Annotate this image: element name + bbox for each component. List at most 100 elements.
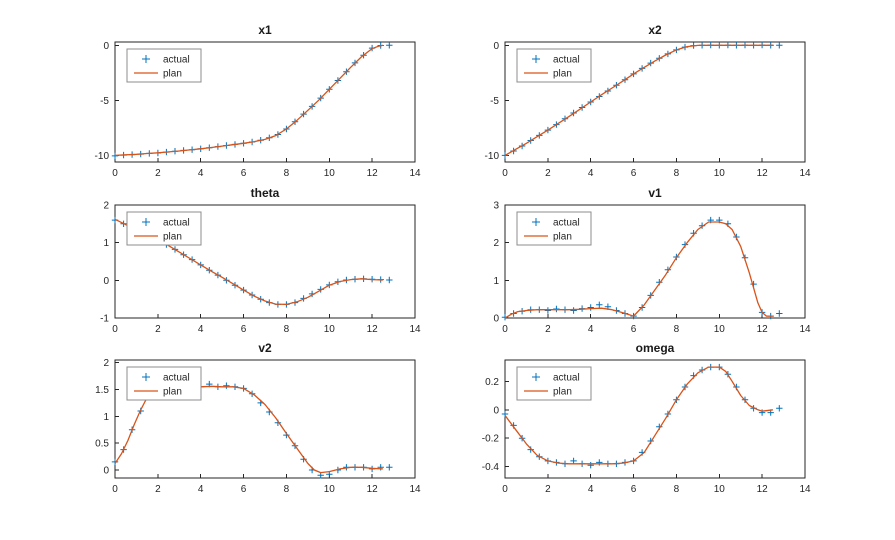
x-tick-label: 14 — [799, 324, 811, 335]
y-tick-label: 0.2 — [485, 377, 499, 388]
legend-label-plan: plan — [553, 232, 572, 243]
plot-canvas-x2: 0 2 4 6 8 10 12 14 -10 -5 0 actual plan — [485, 41, 811, 179]
subplot-theta: theta 0 2 4 6 8 10 12 14 -1 0 1 2 actual plan — [65, 183, 425, 340]
plot-title-v2: v2 — [258, 341, 272, 355]
x-tick-label: 14 — [409, 484, 421, 495]
legend-label-actual: actual — [553, 218, 580, 229]
x-tick-label: 2 — [155, 168, 161, 179]
y-tick-label: 0.5 — [95, 439, 109, 450]
legend-label-actual: actual — [553, 55, 580, 66]
plot-title-x1: x1 — [258, 23, 272, 37]
y-tick-label: 1.5 — [95, 385, 109, 396]
x-tick-label: 6 — [241, 324, 247, 335]
subplot-v1: v1 0 2 4 6 8 10 12 14 0 1 2 3 actual plan — [455, 183, 815, 340]
axes-box — [504, 359, 806, 479]
legend-box — [516, 366, 592, 401]
legend-label-actual: actual — [163, 218, 190, 229]
legend-actual-marker-icon — [142, 55, 150, 63]
y-tick-label: 2 — [103, 358, 109, 369]
axes-box — [114, 359, 416, 479]
x-tick-label: 14 — [409, 324, 421, 335]
subplot-x1: x1 0 2 4 6 8 10 12 14 -10 -5 0 actual plan — [65, 20, 425, 184]
x-tick-label: 4 — [588, 484, 594, 495]
x-tick-label: 2 — [155, 324, 161, 335]
y-tick-label: 3 — [493, 201, 499, 212]
x-tick-label: 14 — [799, 168, 811, 179]
x-tick-label: 8 — [674, 324, 680, 335]
x-tick-label: 4 — [198, 324, 204, 335]
y-tick-label: -1 — [100, 314, 109, 325]
y-tick-label: 0 — [493, 405, 499, 416]
plan-line — [114, 44, 384, 157]
x-tick-label: 6 — [631, 168, 637, 179]
y-tick-label: 0 — [103, 276, 109, 287]
legend-box — [126, 366, 202, 401]
y-tick-label: 0 — [493, 314, 499, 325]
legend-label-plan: plan — [553, 387, 572, 398]
subplot-v2: v2 0 2 4 6 8 10 12 14 0 0.5 1 1.5 2 actual plan — [65, 338, 425, 500]
y-tick-label: 2 — [493, 238, 499, 249]
x-tick-label: 4 — [198, 168, 204, 179]
legend-label-actual: actual — [553, 373, 580, 384]
legend-box — [516, 48, 592, 83]
y-tick-label: 2 — [103, 201, 109, 212]
legend-actual-marker-icon — [142, 373, 150, 381]
y-tick-label: -0.4 — [482, 462, 500, 473]
legend-actual-marker-icon — [532, 55, 540, 63]
x-tick-label: 10 — [324, 484, 336, 495]
x-tick-label: 14 — [799, 484, 811, 495]
x-tick-label: 2 — [545, 484, 551, 495]
legend-box — [126, 211, 202, 246]
x-tick-label: 10 — [714, 168, 726, 179]
x-tick-label: 12 — [757, 324, 769, 335]
plot-title-v1: v1 — [648, 186, 662, 200]
x-tick-label: 10 — [324, 324, 336, 335]
legend-box — [516, 211, 592, 246]
x-tick-label: 12 — [367, 484, 379, 495]
plot-title-omega: omega — [635, 341, 675, 355]
x-tick-label: 12 — [367, 324, 379, 335]
x-tick-label: 0 — [112, 168, 118, 179]
x-tick-label: 4 — [198, 484, 204, 495]
x-tick-label: 8 — [284, 168, 290, 179]
y-tick-label: -5 — [100, 96, 109, 107]
y-tick-label: -0.2 — [482, 434, 500, 445]
axes-box — [114, 41, 416, 163]
plot-title-theta: theta — [250, 186, 280, 200]
axes-box — [114, 204, 416, 319]
x-tick-label: 6 — [631, 324, 637, 335]
x-tick-label: 14 — [409, 168, 421, 179]
y-tick-label: -5 — [490, 96, 499, 107]
legend-label-plan: plan — [163, 387, 182, 398]
y-tick-label: 1 — [103, 238, 109, 249]
legend-label-plan: plan — [553, 69, 572, 80]
y-tick-label: -10 — [485, 151, 500, 162]
plot-canvas-x1: 0 2 4 6 8 10 12 14 -10 -5 0 actual plan — [95, 41, 421, 179]
x-tick-label: 4 — [588, 168, 594, 179]
y-tick-label: -10 — [95, 151, 110, 162]
legend-actual-marker-icon — [532, 218, 540, 226]
plan-line — [504, 221, 773, 319]
legend-label-actual: actual — [163, 373, 190, 384]
subplot-omega: omega 0 2 4 6 8 10 12 14 -0.4 -0.2 0 0.2 actual plan — [455, 338, 815, 500]
x-tick-label: 2 — [155, 484, 161, 495]
x-tick-label: 12 — [757, 484, 769, 495]
x-tick-label: 12 — [757, 168, 769, 179]
y-tick-label: 0 — [103, 465, 109, 476]
x-tick-label: 2 — [545, 168, 551, 179]
y-tick-label: 0 — [103, 41, 109, 52]
y-tick-label: 1 — [493, 276, 499, 287]
legend-label-plan: plan — [163, 69, 182, 80]
x-tick-label: 8 — [674, 168, 680, 179]
x-tick-label: 0 — [502, 324, 508, 335]
plan-line — [504, 44, 773, 156]
legend-label-plan: plan — [163, 232, 182, 243]
legend-actual-marker-icon — [532, 373, 540, 381]
x-tick-label: 0 — [112, 324, 118, 335]
x-tick-label: 6 — [631, 484, 637, 495]
x-tick-label: 2 — [545, 324, 551, 335]
x-tick-label: 12 — [367, 168, 379, 179]
